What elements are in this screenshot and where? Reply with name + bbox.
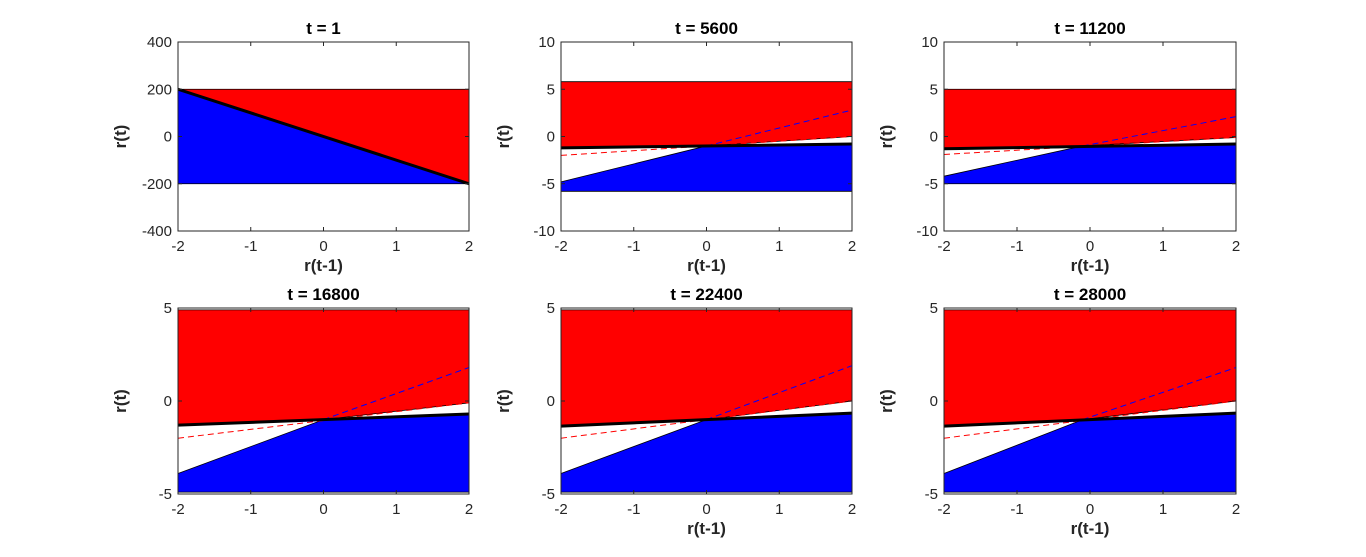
x-tick-label: -1 bbox=[244, 238, 257, 255]
decision-boundary-line bbox=[177, 87, 470, 186]
y-tick-label: 10 bbox=[921, 34, 938, 51]
y-tick-label: 0 bbox=[164, 129, 172, 146]
x-tick-label: 2 bbox=[465, 501, 473, 518]
subplot-title: t = 28000 bbox=[1054, 285, 1126, 304]
x-axis-label: r(t-1) bbox=[304, 256, 343, 275]
x-tick-label: 2 bbox=[848, 501, 856, 518]
y-tick-label: 0 bbox=[547, 393, 555, 410]
x-tick-label: -2 bbox=[554, 501, 567, 518]
dashed-red-line bbox=[943, 400, 1237, 439]
y-tick-label: 5 bbox=[930, 300, 938, 317]
y-tick-label: 5 bbox=[930, 81, 938, 98]
dashed-blue-line bbox=[323, 367, 470, 421]
y-tick-label: 5 bbox=[547, 81, 555, 98]
x-tick-label: -2 bbox=[937, 501, 950, 518]
x-tick-label: 1 bbox=[775, 501, 783, 518]
y-axis-label: r(t) bbox=[494, 125, 513, 149]
y-axis-label: r(t) bbox=[877, 389, 896, 413]
x-tick-label: 2 bbox=[465, 238, 473, 255]
y-tick-label: 0 bbox=[547, 129, 555, 146]
subplot-5: -2 -1 0 1 2 -5 0 5 t = 22400 r(t-1) r(t) bbox=[494, 285, 856, 538]
x-tick-label: 1 bbox=[1159, 238, 1167, 255]
y-tick-label: 200 bbox=[147, 81, 172, 98]
x-tick-label: 1 bbox=[392, 501, 400, 518]
y-tick-label: -10 bbox=[916, 223, 938, 240]
y-tick-label: 5 bbox=[164, 300, 172, 317]
y-tick-label: -200 bbox=[142, 176, 172, 193]
y-tick-label: -5 bbox=[159, 486, 172, 503]
y-tick-label: -5 bbox=[542, 176, 555, 193]
x-tick-label: 0 bbox=[319, 238, 327, 255]
y-tick-label: 10 bbox=[538, 34, 555, 51]
upper-region bbox=[560, 81, 853, 149]
y-tick-label: -10 bbox=[533, 223, 555, 240]
x-tick-label: 2 bbox=[848, 238, 856, 255]
upper-region bbox=[177, 309, 470, 426]
y-tick-label: -5 bbox=[925, 486, 938, 503]
x-tick-label: 1 bbox=[775, 238, 783, 255]
dashed-blue-line bbox=[1082, 116, 1237, 147]
subplot-title: t = 11200 bbox=[1054, 19, 1125, 38]
x-tick-label: -1 bbox=[1010, 501, 1023, 518]
x-tick-label: 2 bbox=[1232, 501, 1240, 518]
x-axis-label: r(t-1) bbox=[687, 519, 726, 538]
dashed-red-line bbox=[177, 402, 470, 439]
x-tick-label: 0 bbox=[1086, 238, 1094, 255]
decision-boundary-line bbox=[560, 411, 853, 428]
x-tick-label: -1 bbox=[244, 501, 257, 518]
y-tick-label: 0 bbox=[164, 393, 172, 410]
x-tick-label: 0 bbox=[319, 501, 327, 518]
x-tick-label: 1 bbox=[392, 238, 400, 255]
decision-boundary-line bbox=[943, 142, 1237, 151]
x-tick-label: 0 bbox=[702, 501, 710, 518]
subplot-6: -2 -1 0 1 2 -5 0 5 t = 28000 r(t-1) r(t) bbox=[877, 285, 1240, 538]
subplot-title: t = 16800 bbox=[287, 285, 359, 304]
y-axis-label: r(t) bbox=[111, 389, 130, 413]
subplot-4: -2 -1 0 1 2 -5 0 5 t = 16800 r(t) bbox=[111, 285, 473, 518]
dashed-blue-line bbox=[706, 365, 853, 421]
dashed-blue-line bbox=[1082, 367, 1237, 421]
x-tick-label: -1 bbox=[627, 501, 640, 518]
x-tick-label: 0 bbox=[702, 238, 710, 255]
decision-boundary-line bbox=[177, 412, 470, 427]
x-tick-label: -2 bbox=[171, 501, 184, 518]
x-tick-label: 1 bbox=[1159, 501, 1167, 518]
x-tick-label: -2 bbox=[937, 238, 950, 255]
y-tick-label: -5 bbox=[925, 176, 938, 193]
subplot-title: t = 1 bbox=[306, 19, 341, 38]
dashed-blue-line bbox=[706, 109, 853, 147]
decision-boundary-line bbox=[943, 411, 1237, 428]
dashed-red-line bbox=[560, 400, 853, 439]
y-tick-label: 5 bbox=[547, 300, 555, 317]
subplot-title: t = 5600 bbox=[675, 19, 738, 38]
decision-boundary-line bbox=[560, 142, 853, 150]
dashed-red-line bbox=[943, 136, 1237, 155]
x-axis-label: r(t-1) bbox=[1071, 519, 1110, 538]
x-tick-label: 2 bbox=[1232, 238, 1240, 255]
y-tick-label: 0 bbox=[930, 393, 938, 410]
y-tick-label: 0 bbox=[930, 129, 938, 146]
y-axis-label: r(t) bbox=[877, 125, 896, 149]
x-tick-label: -1 bbox=[1010, 238, 1023, 255]
x-tick-label: -1 bbox=[627, 238, 640, 255]
subplot-1: -2 -1 0 1 2 -400 -200 0 200 400 t = 1 r(t-1) r(t) bbox=[111, 19, 473, 275]
x-tick-label: 0 bbox=[1086, 501, 1094, 518]
y-axis-label: r(t) bbox=[494, 389, 513, 413]
upper-region bbox=[943, 88, 1237, 150]
x-axis-label: r(t-1) bbox=[687, 256, 726, 275]
x-tick-label: -2 bbox=[171, 238, 184, 255]
x-axis-label: r(t-1) bbox=[1071, 256, 1110, 275]
subplot-title: t = 22400 bbox=[670, 285, 742, 304]
y-tick-label: 400 bbox=[147, 34, 172, 51]
y-tick-label: -5 bbox=[542, 486, 555, 503]
x-tick-label: -2 bbox=[554, 238, 567, 255]
y-tick-label: -400 bbox=[142, 223, 172, 240]
y-axis-label: r(t) bbox=[111, 125, 130, 149]
